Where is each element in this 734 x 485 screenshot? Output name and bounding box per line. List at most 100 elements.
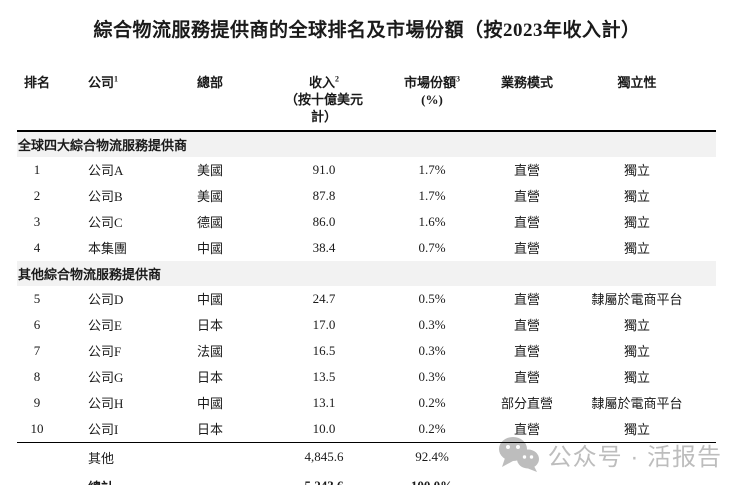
share-cell: 1.7% — [418, 187, 446, 203]
rank-cell: 8 — [33, 368, 41, 384]
header-hq: 總部 — [190, 75, 280, 132]
header-company: 公司1 — [57, 75, 190, 132]
page-title: 綜合物流服務提供商的全球排名及市場份額（按2023年收入計） — [93, 20, 641, 41]
revenue-cell: 17.0 — [312, 316, 336, 332]
model-cell: 直營 — [513, 292, 540, 308]
header-row: 排名 公司1 總部 收入2 （按十億美元計） 市場份額3 (%) — [17, 74, 716, 132]
header-share-unit: (%) — [421, 91, 443, 107]
summary-label-cell: 其他 — [57, 441, 190, 472]
hq-cell: 美國 — [197, 163, 224, 179]
rank-cell: 4 — [33, 239, 41, 255]
company-cell: 公司G — [88, 370, 124, 386]
revenue-cell: 13.5 — [312, 368, 336, 384]
table-row: 8 公司G 日本 13.5 0.3% 直營 獨立 — [17, 364, 716, 390]
independence-cell: 獨立 — [623, 241, 650, 257]
model-cell: 直營 — [513, 215, 540, 231]
independence-cell: 獨立 — [623, 370, 650, 386]
rank-cell — [17, 471, 57, 485]
model-cell: 直營 — [513, 422, 540, 438]
company-cell: 本集團 — [88, 241, 128, 257]
hq-cell: 中國 — [197, 241, 224, 257]
model-cell — [496, 441, 558, 472]
summary-label-cell: 總計 — [57, 471, 190, 485]
hq-cell: 日本 — [197, 318, 224, 334]
hq-cell: 美國 — [197, 189, 224, 205]
table-row: 10 公司I 日本 10.0 0.2% 直營 獨立 — [17, 416, 716, 443]
independence-cell: 隸屬於電商平台 — [591, 292, 683, 308]
independence-cell — [558, 471, 716, 485]
table-row: 6 公司E 日本 17.0 0.3% 直營 獨立 — [17, 312, 716, 338]
share-cell: 0.3% — [418, 368, 446, 384]
share-cell: 0.2% — [418, 420, 446, 436]
hq-cell: 法國 — [197, 344, 224, 360]
company-cell: 公司E — [88, 318, 122, 334]
table-row: 1 公司A 美國 91.0 1.7% 直營 獨立 — [17, 157, 716, 183]
independence-cell: 獨立 — [623, 163, 650, 179]
model-cell: 直營 — [513, 241, 540, 257]
company-cell: 公司C — [88, 215, 123, 231]
ranking-table-grid: 排名 公司1 總部 收入2 （按十億美元計） 市場份額3 (%) — [17, 75, 716, 485]
table-row: 4 本集團 中國 38.4 0.7% 直營 獨立 — [17, 235, 716, 261]
revenue-cell: 91.0 — [312, 161, 336, 177]
header-independence-label: 獨立性 — [617, 75, 657, 90]
share-cell: 100.0% — [368, 471, 496, 485]
hq-cell: 中國 — [197, 292, 224, 308]
model-cell: 直營 — [513, 189, 540, 205]
header-company-label: 公司 — [88, 75, 115, 90]
share-cell: 92.4% — [368, 441, 496, 472]
share-cell: 0.5% — [418, 290, 446, 306]
revenue-cell: 86.0 — [312, 213, 336, 229]
revenue-cell: 16.5 — [312, 342, 336, 358]
model-cell: 部分直營 — [500, 396, 553, 412]
share-cell: 1.6% — [418, 213, 446, 229]
other-row: 其他 4,845.6 92.4% — [17, 441, 716, 472]
independence-cell: 獨立 — [623, 318, 650, 334]
model-cell: 直營 — [513, 370, 540, 386]
independence-cell: 獨立 — [623, 215, 650, 231]
hq-cell: 德國 — [197, 215, 224, 231]
table-body: 全球四大綜合物流服務提供商 1 公司A 美國 91.0 1.7% 直營 獨立 2 公司B 美國 87.… — [17, 130, 716, 485]
hq-cell — [190, 441, 280, 472]
company-cell: 公司B — [88, 189, 123, 205]
header-share: 市場份額3 (%) — [368, 74, 496, 132]
table-row: 7 公司F 法國 16.5 0.3% 直營 獨立 — [17, 338, 716, 364]
revenue-cell: 5,243.6 — [280, 471, 368, 485]
revenue-cell: 38.4 — [312, 239, 336, 255]
section-label: 全球四大綜合物流服務提供商 — [17, 130, 716, 157]
total-row: 總計 5,243.6100.0% — [17, 471, 716, 485]
share-cell: 1.7% — [418, 161, 446, 177]
hq-cell — [190, 471, 280, 485]
revenue-cell: 4,845.6 — [280, 441, 368, 472]
company-cell: 公司D — [88, 292, 124, 308]
header-model-label: 業務模式 — [500, 75, 553, 90]
revenue-cell: 87.8 — [312, 187, 336, 203]
table-row: 2 公司B 美國 87.8 1.7% 直營 獨立 — [17, 183, 716, 209]
company-cell: 公司H — [88, 396, 124, 412]
table-row: 9 公司H 中國 13.1 0.2% 部分直營 隸屬於電商平台 — [17, 390, 716, 416]
header-rank-label: 排名 — [23, 75, 50, 90]
share-cell: 0.2% — [418, 394, 446, 410]
rank-cell: 9 — [33, 394, 41, 410]
independence-cell: 獨立 — [623, 422, 650, 438]
header-revenue-label: 收入 — [308, 75, 335, 90]
section-header-row: 全球四大綜合物流服務提供商 — [17, 130, 716, 157]
footnote-marker: 2 — [335, 74, 339, 84]
rank-cell: 10 — [30, 420, 44, 436]
hq-cell: 日本 — [197, 370, 224, 386]
model-cell: 直營 — [513, 318, 540, 334]
share-cell: 0.3% — [418, 316, 446, 332]
company-cell: 公司I — [88, 422, 119, 438]
rank-cell: 7 — [33, 342, 41, 358]
footnote-marker: 3 — [456, 74, 460, 84]
section-label: 其他綜合物流服務提供商 — [17, 260, 716, 286]
company-cell: 公司A — [88, 163, 124, 179]
header-hq-label: 總部 — [197, 75, 224, 90]
header-share-label: 市場份額 — [403, 75, 456, 90]
independence-cell: 獨立 — [623, 344, 650, 360]
header-independence: 獨立性 — [558, 75, 716, 132]
table-row: 3 公司C 德國 86.0 1.6% 直營 獨立 — [17, 209, 716, 235]
header-model: 業務模式 — [496, 75, 558, 132]
share-cell: 0.7% — [418, 239, 446, 255]
rank-cell: 2 — [33, 187, 41, 203]
